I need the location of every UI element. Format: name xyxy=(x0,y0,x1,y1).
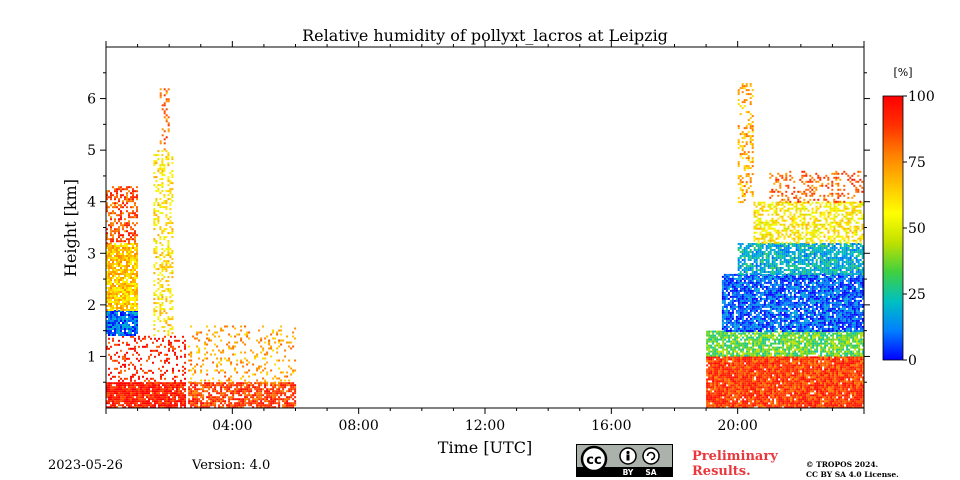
rh-region-6 xyxy=(159,88,170,151)
y-tick-label: 5 xyxy=(87,143,96,159)
y-axis: 1 2 3 4 5 6 xyxy=(87,72,870,383)
cc-icon-label: cc xyxy=(586,453,601,468)
x-axis: 04:00 08:00 12:00 16:00 20:00 xyxy=(105,41,865,434)
rh-region-11 xyxy=(721,273,864,332)
copyright-line-2: CC BY SA 4.0 License. xyxy=(806,470,899,479)
colorbar-unit-label: [%] xyxy=(893,66,912,79)
rh-region-15 xyxy=(737,83,754,204)
chart-title: Relative humidity of pollyxt_lacros at L… xyxy=(302,26,668,45)
y-tick-label: 1 xyxy=(87,349,96,365)
colorbar-tick-label: 75 xyxy=(908,155,926,171)
y-tick-label: 3 xyxy=(87,246,96,262)
date-label: 2023-05-26 xyxy=(48,458,123,473)
colorbar xyxy=(882,95,904,361)
rh-region-4 xyxy=(106,186,138,245)
by-icon-body xyxy=(626,454,630,461)
sa-icon-arrow xyxy=(646,451,656,461)
rh-region-7 xyxy=(188,382,297,408)
rh-region-9 xyxy=(706,356,864,408)
x-axis-label: Time [UTC] xyxy=(438,438,532,457)
x-tick-label: 12:00 xyxy=(465,418,505,434)
copyright-line-1: © TROPOS 2024. xyxy=(806,460,879,469)
by-icon-head xyxy=(626,450,630,455)
rh-region-2 xyxy=(106,310,138,336)
rh-region-5 xyxy=(153,150,174,337)
rh-region-12 xyxy=(737,243,864,275)
rh-region-0 xyxy=(106,382,186,408)
colorbar-tick-label: 25 xyxy=(908,287,926,303)
y-tick-label: 4 xyxy=(87,195,96,211)
by-label: BY xyxy=(623,468,634,476)
x-tick-label: 04:00 xyxy=(212,418,252,434)
colorbar-ticks: 0 25 50 75 100 xyxy=(903,89,935,369)
data-layer xyxy=(106,83,864,408)
rh-region-8 xyxy=(188,325,297,384)
y-tick-label: 6 xyxy=(87,92,96,108)
version-label: Version: 4.0 xyxy=(192,458,271,473)
colorbar-tick-label: 0 xyxy=(908,353,917,369)
x-tick-label: 08:00 xyxy=(338,418,378,434)
y-axis-label: Height [km] xyxy=(61,179,80,277)
colorbar-tick-label: 50 xyxy=(908,221,926,237)
sa-label: SA xyxy=(645,468,656,476)
rh-region-1 xyxy=(106,335,186,384)
y-tick-label: 2 xyxy=(87,298,96,314)
cc-icon xyxy=(580,445,608,473)
x-tick-label: 20:00 xyxy=(717,418,757,434)
rh-region-3 xyxy=(106,243,138,311)
rh-region-14 xyxy=(769,170,864,203)
colorbar-tick-label: 100 xyxy=(908,89,935,105)
copyright-note: © TROPOS 2024. CC BY SA 4.0 License. xyxy=(806,460,926,480)
rh-region-13 xyxy=(753,201,864,244)
x-tick-label: 16:00 xyxy=(591,418,631,434)
sa-icon xyxy=(642,447,660,465)
preliminary-results-note: Preliminary Results. xyxy=(692,449,778,479)
cc-license-badge: cc BY SA xyxy=(576,444,673,477)
rh-region-10 xyxy=(706,330,864,357)
